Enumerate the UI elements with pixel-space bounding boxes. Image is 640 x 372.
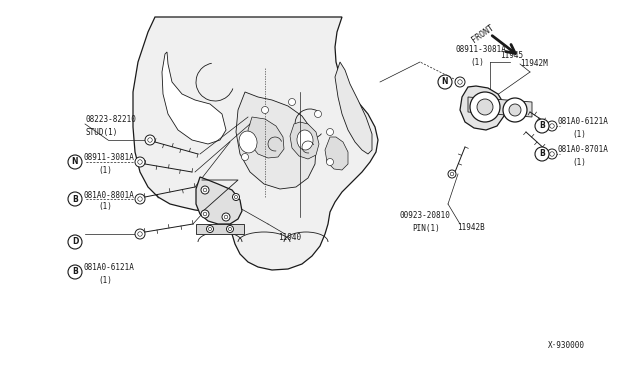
Text: (1): (1) — [98, 166, 112, 174]
Text: FRONT: FRONT — [470, 23, 495, 45]
Text: 00923-20810: 00923-20810 — [400, 212, 451, 221]
Text: B: B — [72, 195, 78, 203]
Text: 081A0-8801A: 081A0-8801A — [84, 190, 135, 199]
Polygon shape — [335, 62, 372, 154]
Circle shape — [314, 110, 321, 118]
Text: 11942M: 11942M — [520, 60, 548, 68]
Polygon shape — [468, 97, 532, 117]
Text: B: B — [72, 267, 78, 276]
Text: 11942B: 11942B — [457, 224, 484, 232]
Text: X·930000: X·930000 — [548, 341, 585, 350]
Circle shape — [68, 192, 82, 206]
Text: N: N — [72, 157, 78, 167]
Polygon shape — [196, 177, 242, 224]
Circle shape — [438, 75, 452, 89]
Text: 081A0-6121A: 081A0-6121A — [84, 263, 135, 273]
Circle shape — [135, 194, 145, 204]
Circle shape — [207, 225, 214, 232]
Circle shape — [547, 121, 557, 131]
Polygon shape — [236, 92, 316, 189]
Circle shape — [448, 170, 456, 178]
Circle shape — [326, 158, 333, 166]
Circle shape — [145, 135, 155, 145]
Text: 081A0-8701A: 081A0-8701A — [557, 145, 608, 154]
Text: N: N — [442, 77, 448, 87]
Text: (1): (1) — [572, 157, 586, 167]
Text: (1): (1) — [572, 129, 586, 138]
Circle shape — [68, 155, 82, 169]
Circle shape — [503, 98, 527, 122]
Circle shape — [535, 147, 549, 161]
Text: 11940: 11940 — [278, 234, 301, 243]
Circle shape — [222, 213, 230, 221]
Circle shape — [477, 99, 493, 115]
Text: 08911-3081A: 08911-3081A — [455, 45, 506, 55]
Circle shape — [326, 128, 333, 135]
Circle shape — [241, 154, 248, 160]
Circle shape — [135, 229, 145, 239]
Polygon shape — [133, 17, 378, 270]
Ellipse shape — [297, 130, 313, 150]
Text: PIN(1): PIN(1) — [412, 224, 440, 232]
Text: STUD(1): STUD(1) — [85, 128, 117, 137]
Circle shape — [135, 157, 145, 167]
Circle shape — [232, 193, 239, 201]
Polygon shape — [248, 117, 284, 158]
Text: D: D — [72, 237, 78, 247]
Circle shape — [289, 99, 296, 106]
Circle shape — [262, 106, 269, 113]
Text: 08911-3081A: 08911-3081A — [84, 154, 135, 163]
Text: B: B — [539, 122, 545, 131]
Polygon shape — [162, 52, 226, 144]
Circle shape — [470, 92, 500, 122]
Circle shape — [455, 77, 465, 87]
Text: 081A0-6121A: 081A0-6121A — [557, 118, 608, 126]
Text: (1): (1) — [98, 276, 112, 285]
Circle shape — [201, 186, 209, 194]
Polygon shape — [325, 137, 348, 170]
Ellipse shape — [239, 131, 257, 153]
Circle shape — [68, 265, 82, 279]
Text: (1): (1) — [470, 58, 484, 67]
Circle shape — [509, 104, 521, 116]
Text: B: B — [539, 150, 545, 158]
Text: 11945: 11945 — [500, 51, 523, 61]
Circle shape — [547, 149, 557, 159]
Polygon shape — [460, 86, 504, 130]
Polygon shape — [290, 122, 319, 159]
Circle shape — [201, 210, 209, 218]
Text: (1): (1) — [98, 202, 112, 212]
Text: 08223-82210: 08223-82210 — [85, 115, 136, 125]
Circle shape — [68, 235, 82, 249]
Polygon shape — [196, 224, 244, 234]
Circle shape — [227, 225, 234, 232]
Circle shape — [535, 119, 549, 133]
